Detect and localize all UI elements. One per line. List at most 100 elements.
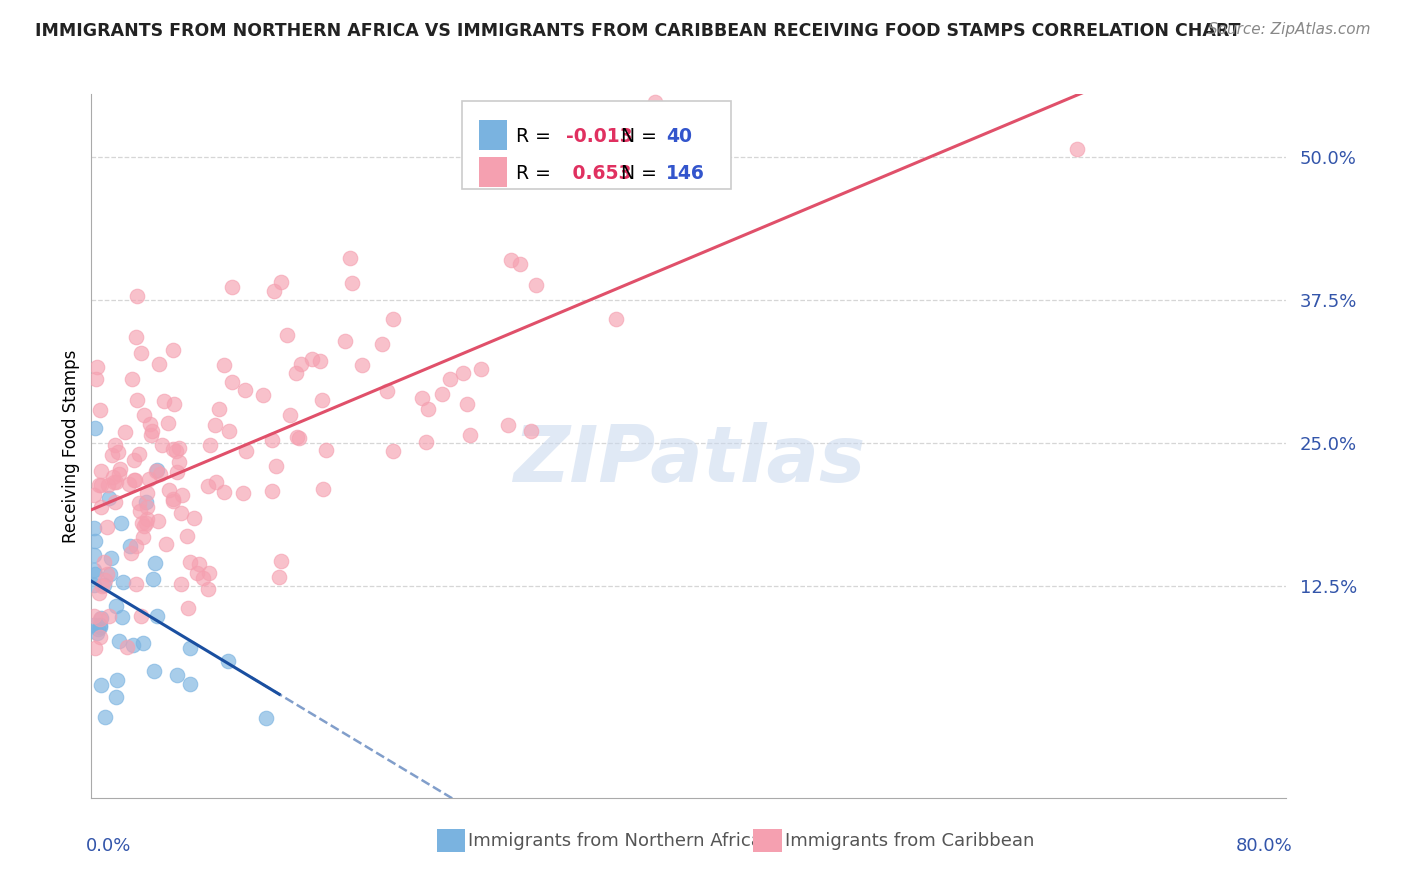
Point <box>124 473 146 487</box>
Y-axis label: Receiving Food Stamps: Receiving Food Stamps <box>62 350 80 542</box>
Point <box>254 711 277 725</box>
Point <box>170 488 193 502</box>
Point <box>87 478 110 492</box>
Point <box>122 639 145 653</box>
Point <box>212 484 235 499</box>
Point <box>125 289 148 303</box>
Point <box>163 397 186 411</box>
Point <box>110 461 132 475</box>
Point <box>90 678 112 692</box>
Point <box>131 516 153 530</box>
Point <box>118 477 141 491</box>
Point <box>162 493 184 508</box>
Text: Immigrants from Northern Africa: Immigrants from Northern Africa <box>468 831 762 849</box>
Point <box>509 257 531 271</box>
Point <box>83 577 105 591</box>
Point <box>186 566 208 580</box>
Point <box>218 425 240 439</box>
Text: 0.653: 0.653 <box>565 163 631 183</box>
Point <box>128 447 150 461</box>
Point <box>197 478 219 492</box>
Point <box>333 334 356 348</box>
Point <box>232 486 254 500</box>
Point <box>101 448 124 462</box>
Point <box>122 473 145 487</box>
Point <box>83 617 105 632</box>
Point <box>352 359 374 373</box>
Point <box>103 475 125 489</box>
Point <box>100 550 122 565</box>
Point <box>135 516 157 531</box>
Point <box>135 512 157 526</box>
Point <box>430 387 453 401</box>
Point <box>166 465 188 479</box>
Point <box>89 620 111 634</box>
Point <box>105 599 128 613</box>
Point <box>145 464 167 478</box>
Point <box>93 555 115 569</box>
Point <box>84 566 107 581</box>
Point <box>520 424 543 438</box>
Text: Source: ZipAtlas.com: Source: ZipAtlas.com <box>1208 22 1371 37</box>
Point <box>235 443 257 458</box>
Point <box>204 418 226 433</box>
Point <box>128 504 150 518</box>
Point <box>267 570 290 584</box>
Point <box>117 640 139 654</box>
Point <box>301 351 323 366</box>
Text: N =: N = <box>621 128 662 146</box>
Point <box>84 640 107 655</box>
Point <box>89 618 111 632</box>
Point <box>145 463 167 477</box>
Point <box>125 393 148 408</box>
Point <box>98 608 121 623</box>
Point <box>118 539 141 553</box>
Point <box>170 506 193 520</box>
Point <box>169 454 191 468</box>
Point <box>179 555 201 569</box>
Point <box>285 430 308 444</box>
Point <box>93 709 115 723</box>
Text: 0.0%: 0.0% <box>86 837 131 855</box>
Point <box>86 626 108 640</box>
Point <box>104 438 127 452</box>
Point <box>233 383 256 397</box>
Point <box>132 519 155 533</box>
Point <box>135 495 157 509</box>
Point <box>167 442 190 456</box>
Point <box>339 251 361 265</box>
Point <box>270 554 292 568</box>
Point <box>439 372 461 386</box>
FancyBboxPatch shape <box>754 830 782 852</box>
Point <box>90 579 112 593</box>
Text: IMMIGRANTS FROM NORTHERN AFRICA VS IMMIGRANTS FROM CARIBBEAN RECEIVING FOOD STAM: IMMIGRANTS FROM NORTHERN AFRICA VS IMMIG… <box>35 22 1240 40</box>
Point <box>176 529 198 543</box>
Point <box>125 539 148 553</box>
Point <box>131 635 153 649</box>
Point <box>132 530 155 544</box>
Point <box>458 427 481 442</box>
Point <box>98 567 121 582</box>
Point <box>381 312 404 326</box>
Point <box>197 582 219 597</box>
Point <box>146 608 169 623</box>
Point <box>142 572 165 586</box>
Point <box>132 409 155 423</box>
Point <box>162 343 184 358</box>
Point <box>86 359 108 374</box>
Point <box>501 253 523 268</box>
Text: -0.013: -0.013 <box>565 128 633 146</box>
Point <box>150 438 173 452</box>
Point <box>89 402 111 417</box>
Point <box>260 484 283 499</box>
Text: N =: N = <box>621 163 662 183</box>
Point <box>453 366 475 380</box>
Point <box>105 673 128 687</box>
Point <box>148 358 170 372</box>
Point <box>139 427 162 442</box>
Text: ZIPatlas: ZIPatlas <box>513 422 865 498</box>
Point <box>96 519 118 533</box>
Point <box>263 285 285 299</box>
Point <box>125 330 148 344</box>
Point <box>136 500 159 514</box>
